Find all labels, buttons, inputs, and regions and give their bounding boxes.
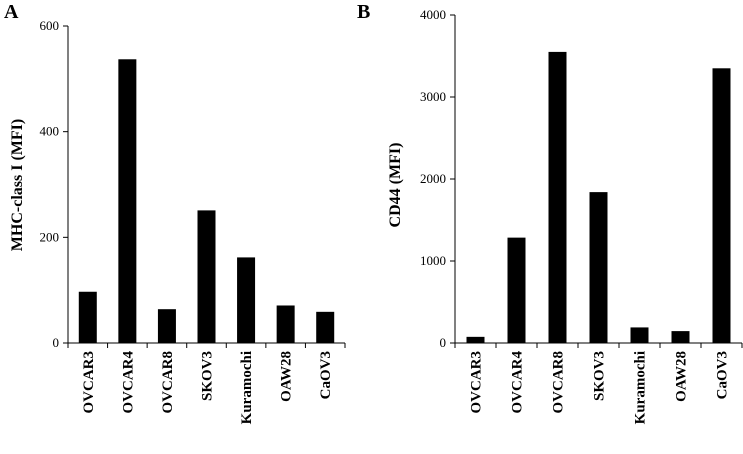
panel-b-bar — [507, 237, 526, 343]
panel-a-bar — [276, 305, 295, 343]
panel-a-plot-area: 0 200 400 600 OVCAR3 OVCAR4 OVCAR8 SKOV3 Kuramoc… — [40, 18, 346, 424]
panel-b-category-label: OVCAR3 — [469, 351, 485, 414]
panel-a-category-label: OAW28 — [279, 351, 295, 402]
panel-a-y-tick-label: 400 — [40, 124, 60, 139]
panel-a-bar — [197, 210, 216, 343]
panel-b-category-label: OVCAR8 — [551, 351, 567, 414]
panel-b-bar — [548, 51, 567, 344]
panel-b-letter: B — [357, 1, 370, 23]
panel-a-y-axis-title: MHC-class I (MFI) — [9, 119, 26, 251]
panel-b-bar — [589, 192, 608, 343]
panel-b-bar — [466, 336, 485, 343]
panel-b-category-label: SKOV3 — [592, 351, 608, 401]
panel-a-y-tick-label: 200 — [40, 229, 60, 244]
panel-b-y-tick-label: 0 — [440, 335, 447, 350]
panel-a-letter: A — [4, 1, 19, 23]
panel-b-bar — [630, 327, 649, 343]
panel-b-y-tick-label: 3000 — [420, 89, 446, 104]
panel-b-y-tick-label: 2000 — [420, 171, 446, 186]
panel-a-category-label: SKOV3 — [200, 351, 216, 401]
panel-a-category-label: Kuramochi — [239, 351, 255, 424]
panel-b-y-axis-title: CD44 (MFI) — [387, 143, 404, 228]
panel-a-bar — [316, 311, 335, 343]
panel-b-category-label: Kuramochi — [633, 351, 649, 424]
panel-a-bar — [78, 291, 97, 343]
panel-a-bar — [237, 257, 256, 343]
panel-a-y-tick-label: 600 — [40, 18, 60, 33]
panel-b-category-label: OAW28 — [674, 351, 690, 402]
panel-a-category-label: OVCAR4 — [120, 351, 136, 414]
panel-b-y-tick-label: 1000 — [420, 253, 446, 268]
panel-b-bar — [712, 68, 731, 344]
panel-b-category-label: OVCAR4 — [510, 351, 526, 414]
panel-b: B CD44 (MFI) 0 1000 2000 3000 4000 OVCAR3 OVCA… — [357, 1, 743, 424]
panel-a-bar — [157, 309, 176, 343]
panel-a: A MHC-class I (MFI) 0 200 400 600 OVCAR3 OVCA… — [4, 1, 346, 424]
panel-a-category-label: OVCAR8 — [160, 351, 176, 414]
panel-a-category-label: CaOV3 — [318, 351, 334, 399]
panel-b-y-tick-label: 4000 — [420, 7, 446, 22]
panel-b-plot-area: 0 1000 2000 3000 4000 OVCAR3 OVCAR4 OVCAR8 SKOV3… — [420, 7, 743, 424]
panel-a-y-tick-label: 0 — [53, 335, 60, 350]
panel-a-category-label: OVCAR3 — [81, 351, 97, 414]
panel-b-bar — [671, 331, 690, 343]
panel-a-bar — [118, 59, 137, 343]
panel-b-category-label: CaOV3 — [715, 351, 731, 399]
